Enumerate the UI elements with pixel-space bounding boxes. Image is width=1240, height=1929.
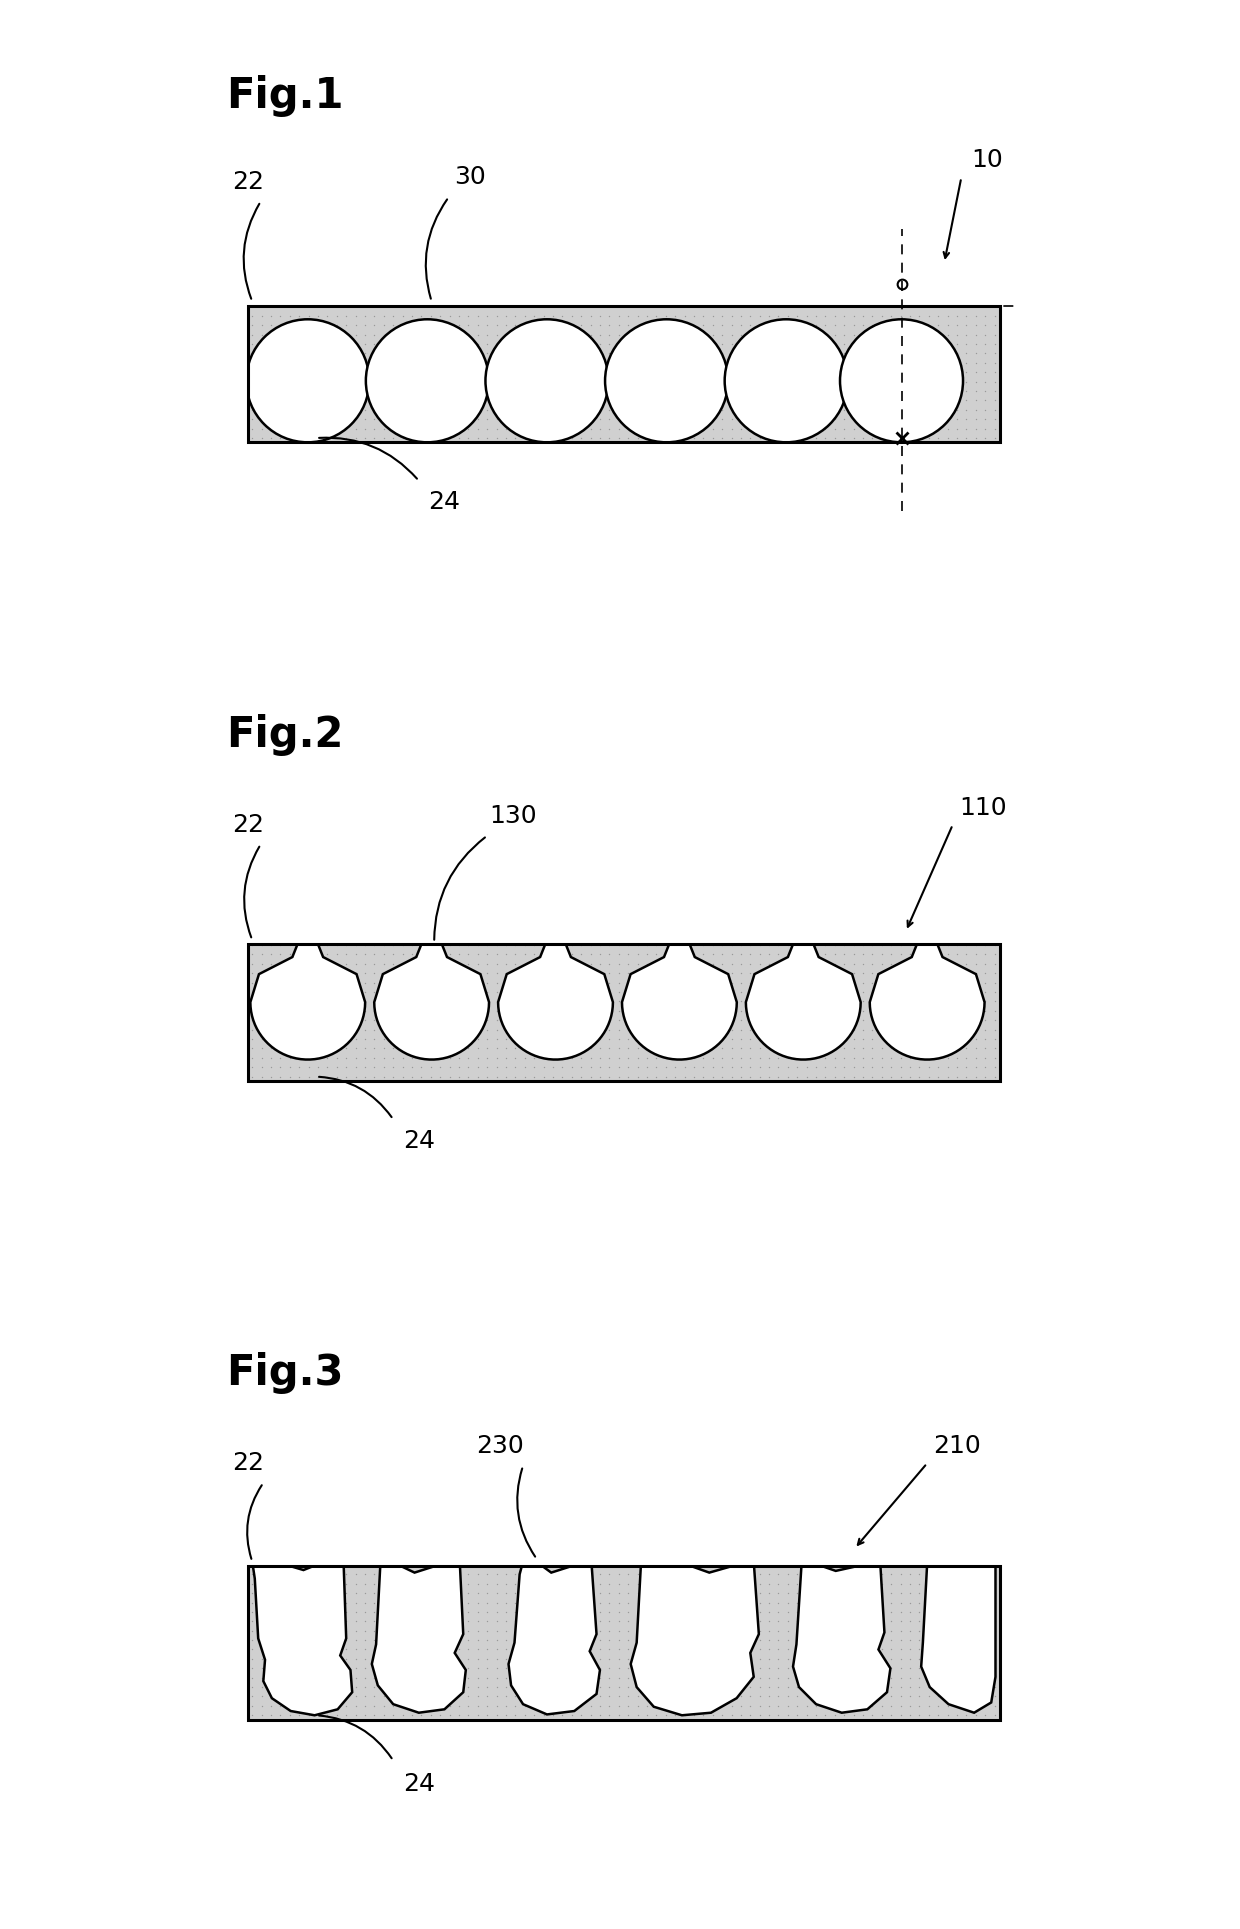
Text: 210: 210 xyxy=(934,1433,981,1458)
Text: 230: 230 xyxy=(476,1433,523,1458)
Polygon shape xyxy=(794,1561,890,1713)
Bar xyxy=(248,305,999,442)
Polygon shape xyxy=(631,1561,759,1715)
Text: 22: 22 xyxy=(232,812,264,837)
Circle shape xyxy=(605,320,728,442)
Circle shape xyxy=(485,320,609,442)
Text: 22: 22 xyxy=(232,1451,264,1476)
Text: 24: 24 xyxy=(403,1771,435,1796)
Bar xyxy=(248,943,999,1080)
Polygon shape xyxy=(374,943,489,1059)
Polygon shape xyxy=(250,943,365,1059)
Text: 22: 22 xyxy=(232,170,264,193)
Bar xyxy=(248,1566,999,1719)
Polygon shape xyxy=(921,1561,996,1713)
Polygon shape xyxy=(622,943,737,1059)
Text: 24: 24 xyxy=(429,490,460,515)
Polygon shape xyxy=(508,1561,600,1715)
Polygon shape xyxy=(372,1562,466,1713)
Bar xyxy=(248,1566,999,1719)
Text: 24: 24 xyxy=(403,1128,435,1154)
Text: Fig.3: Fig.3 xyxy=(227,1352,343,1395)
Text: 30: 30 xyxy=(454,166,486,189)
Circle shape xyxy=(247,320,370,442)
Polygon shape xyxy=(252,1561,352,1715)
Text: Fig.1: Fig.1 xyxy=(227,75,343,118)
Text: 10: 10 xyxy=(971,149,1003,172)
Circle shape xyxy=(724,320,848,442)
Text: 110: 110 xyxy=(959,795,1007,820)
Bar xyxy=(248,305,999,442)
Text: 130: 130 xyxy=(489,804,537,828)
Circle shape xyxy=(839,320,963,442)
Text: Fig.2: Fig.2 xyxy=(227,714,343,756)
Bar xyxy=(248,943,999,1080)
Circle shape xyxy=(366,320,489,442)
Polygon shape xyxy=(498,943,613,1059)
Polygon shape xyxy=(869,943,985,1059)
Polygon shape xyxy=(745,943,861,1059)
